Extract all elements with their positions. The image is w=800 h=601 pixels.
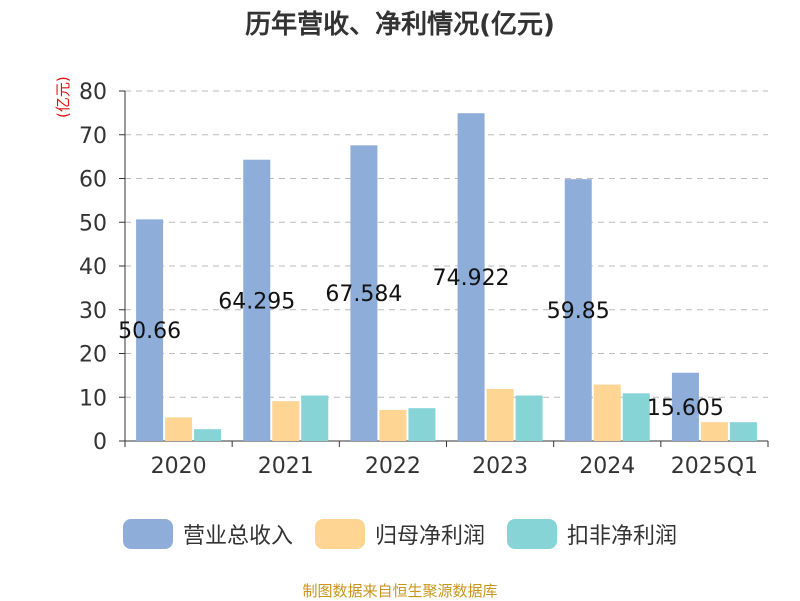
bar-net-profit xyxy=(379,409,407,441)
y-tick-label: 20 xyxy=(79,343,107,368)
y-tick-label: 0 xyxy=(93,430,107,455)
bar-revenue xyxy=(136,219,164,441)
data-label: 74.922 xyxy=(433,266,510,291)
legend-item-revenue[interactable]: 营业总收入 xyxy=(122,518,293,550)
legend-swatch-revenue xyxy=(122,519,173,549)
y-tick-label: 80 xyxy=(79,80,107,105)
y-tick-label: 30 xyxy=(79,299,107,324)
legend-label-revenue: 营业总收入 xyxy=(182,524,293,549)
bar-net-profit xyxy=(700,422,728,441)
data-label: 67.584 xyxy=(325,282,402,307)
bar-net-profit xyxy=(272,401,300,441)
bar-net-profit xyxy=(486,388,514,441)
bar-net-profit xyxy=(165,417,193,441)
bar-deducted-profit xyxy=(729,422,757,441)
data-label: 59.85 xyxy=(547,299,610,324)
source-note: 制图数据来自恒生聚源数据库 xyxy=(302,582,498,600)
y-tick-label: 70 xyxy=(79,124,107,149)
x-tick-label: 2021 xyxy=(258,454,314,479)
x-tick-label: 2024 xyxy=(579,454,635,479)
bar-deducted-profit xyxy=(408,408,436,441)
bar-deducted-profit xyxy=(515,395,543,441)
data-label: 64.295 xyxy=(218,289,295,314)
bar-deducted-profit xyxy=(622,393,650,441)
chart-title: 历年营收、净利情况(亿元) xyxy=(245,10,555,40)
bar-revenue xyxy=(671,372,699,441)
legend: 营业总收入 归母净利润 扣非净利润 xyxy=(0,518,800,550)
data-label: 15.605 xyxy=(647,396,724,421)
y-tick-label: 60 xyxy=(79,168,107,193)
legend-swatch-net-profit xyxy=(314,519,365,549)
legend-item-net-profit[interactable]: 归母净利润 xyxy=(314,518,485,550)
data-label: 50.66 xyxy=(118,319,181,344)
y-tick-label: 10 xyxy=(79,386,107,411)
x-tick-label: 2025Q1 xyxy=(671,454,758,479)
bar-revenue xyxy=(457,113,485,441)
x-tick-label: 2020 xyxy=(151,454,207,479)
legend-label-deducted-profit: 扣非净利润 xyxy=(567,524,678,549)
x-tick-label: 2022 xyxy=(365,454,421,479)
legend-item-deducted-profit[interactable]: 扣非净利润 xyxy=(507,518,677,550)
legend-label-net-profit: 归母净利润 xyxy=(374,524,485,549)
bar-deducted-profit xyxy=(194,429,222,441)
legend-swatch-deducted-profit xyxy=(507,519,557,549)
bar-net-profit xyxy=(593,384,621,441)
x-tick-label: 2023 xyxy=(472,454,528,479)
y-tick-label: 40 xyxy=(79,255,107,280)
bar-revenue xyxy=(243,159,271,441)
y-tick-label: 50 xyxy=(79,211,107,236)
bar-deducted-profit xyxy=(301,395,329,441)
bar-revenue xyxy=(564,179,592,441)
bar-revenue xyxy=(350,145,378,441)
